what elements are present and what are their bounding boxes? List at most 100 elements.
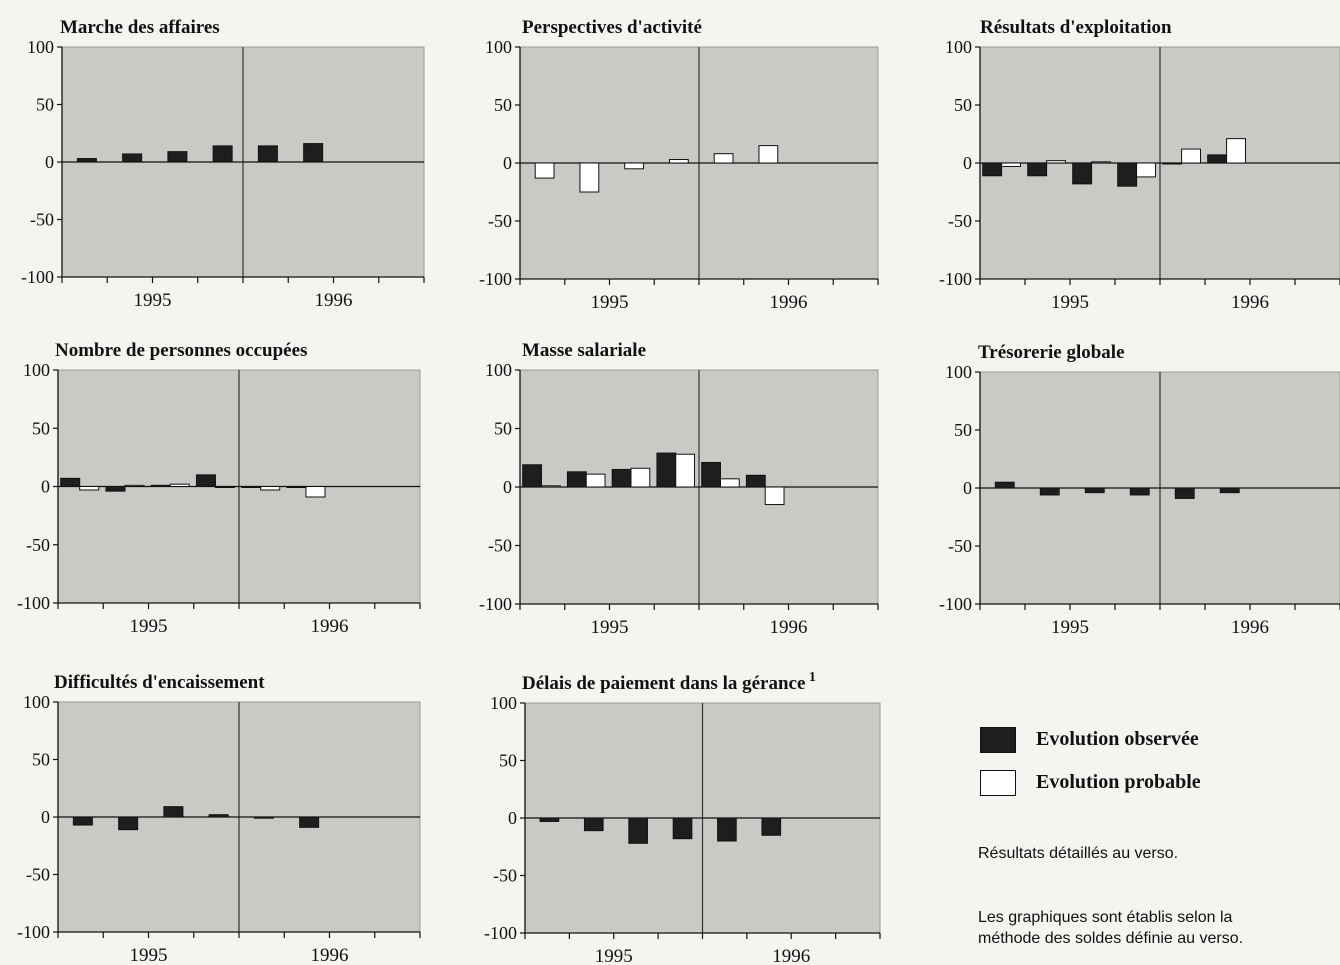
y-tick-label: 50: [499, 751, 517, 771]
chart-3: Résultats d'exploitation 100 50 0 -50 -100 199…: [939, 17, 1340, 313]
bar-probable: [585, 473, 606, 488]
bar-probable: [214, 486, 235, 488]
legend-swatch-observed: [980, 726, 1016, 753]
y-tick-label: -100: [17, 922, 50, 942]
x-tick-label: 1996: [311, 945, 349, 965]
bar-probable: [1226, 138, 1246, 164]
bar-observed: [118, 816, 139, 831]
bar-observed: [539, 817, 560, 822]
x-tick-label: 1995: [134, 290, 172, 311]
y-tick-label: 0: [963, 153, 972, 173]
y-tick-label: 50: [954, 95, 972, 115]
chart-title: Délais de paiement dans la gérance 1: [522, 670, 816, 694]
bar-probable: [764, 486, 785, 506]
bar-probable: [579, 162, 600, 193]
chart-title: Difficultés d'encaissement: [54, 672, 265, 693]
note-details: Résultats détaillés au verso.: [978, 845, 1179, 862]
bar-probable: [1046, 160, 1066, 164]
legend: Evolution observée Evolution probable: [980, 718, 1330, 804]
note-method-line2: méthode des soldes définie au verso.: [978, 930, 1244, 947]
bar-observed: [303, 143, 324, 163]
chart-title: Nombre de personnes occupées: [55, 340, 307, 361]
bar-probable: [668, 159, 689, 164]
x-tick-label: 1996: [770, 292, 808, 313]
bar-observed: [566, 471, 587, 488]
bar-observed: [257, 145, 278, 163]
bar-observed: [150, 484, 171, 487]
bar-probable: [305, 486, 326, 498]
bar-observed: [1174, 487, 1195, 499]
y-tick-label: 0: [508, 808, 517, 828]
bar-probable: [630, 467, 651, 488]
y-tick-label: 50: [494, 95, 512, 115]
bar-observed: [1129, 487, 1150, 496]
bar-observed: [208, 814, 229, 818]
y-tick-label: -50: [488, 536, 512, 556]
bar-observed: [195, 474, 216, 488]
chart-footnote: 1: [805, 670, 816, 685]
bar-probable: [1091, 161, 1111, 164]
y-tick-label: -100: [479, 594, 512, 614]
bar-observed: [1072, 162, 1093, 185]
y-tick-label: 100: [490, 693, 517, 713]
x-tick-label: 1996: [315, 290, 353, 311]
chart-5: Masse salariale 100 50 0 -50 -100 1995 1996: [479, 340, 879, 638]
bar-probable: [713, 153, 734, 164]
x-tick-label: 1995: [130, 945, 168, 965]
bar-observed: [701, 461, 721, 488]
y-tick-label: -100: [939, 269, 972, 289]
legend-label-probable: Evolution probable: [1036, 771, 1201, 793]
y-tick-label: 0: [41, 477, 50, 497]
y-tick-label: 0: [45, 152, 54, 172]
chart-title: Marche des affaires: [60, 17, 220, 38]
y-tick-label: -50: [488, 211, 512, 231]
bar-observed: [628, 817, 648, 844]
bar-probable: [169, 483, 190, 488]
x-tick-label: 1995: [595, 946, 633, 965]
y-tick-label: 0: [503, 153, 512, 173]
x-tick-label: 1996: [1231, 617, 1269, 638]
legend-item-observed: Evolution observée: [980, 718, 1330, 761]
bar-observed: [1027, 162, 1048, 177]
legend-label-observed: Evolution observée: [1036, 728, 1199, 750]
bar-observed: [167, 151, 188, 163]
y-tick-label: -100: [939, 594, 972, 614]
chart-title: Perspectives d'activité: [522, 17, 702, 38]
chart-2: Perspectives d'activité 100 50 0 -50 -100 1995…: [479, 17, 879, 313]
chart-title: Masse salariale: [522, 340, 646, 361]
bar-observed: [163, 806, 184, 818]
bar-observed: [717, 817, 737, 842]
x-tick-label: 1996: [770, 617, 808, 638]
chart-title: Résultats d'exploitation: [980, 17, 1172, 38]
bar-probable: [79, 486, 100, 491]
bar-observed: [72, 816, 93, 826]
bar-probable: [534, 162, 555, 179]
x-tick-label: 1995: [591, 292, 629, 313]
y-tick-label: 100: [945, 37, 972, 57]
x-tick-label: 1996: [1231, 292, 1269, 313]
chart-1: Marche des affaires 100 50 0 -50 -100 1995 1996: [21, 17, 425, 311]
y-tick-label: -50: [948, 211, 972, 231]
x-tick-label: 1995: [1051, 292, 1089, 313]
bar-observed: [76, 158, 97, 163]
bar-observed: [299, 816, 320, 828]
x-tick-label: 1995: [1051, 617, 1089, 638]
bar-observed: [1162, 162, 1183, 165]
y-tick-label: 0: [963, 478, 972, 498]
bar-observed: [60, 477, 81, 488]
bar-observed: [745, 474, 766, 488]
y-tick-label: 50: [32, 750, 50, 770]
y-tick-label: -50: [948, 536, 972, 556]
y-tick-label: 100: [27, 37, 54, 57]
bar-probable: [124, 484, 145, 487]
bar-observed: [122, 153, 143, 163]
bar-observed: [982, 162, 1003, 177]
note-method-line1: Les graphiques sont établis selon la: [978, 909, 1233, 926]
y-tick-label: -50: [30, 210, 54, 230]
bar-observed: [286, 486, 307, 488]
y-tick-label: -50: [493, 866, 517, 886]
bar-probable: [675, 453, 696, 488]
